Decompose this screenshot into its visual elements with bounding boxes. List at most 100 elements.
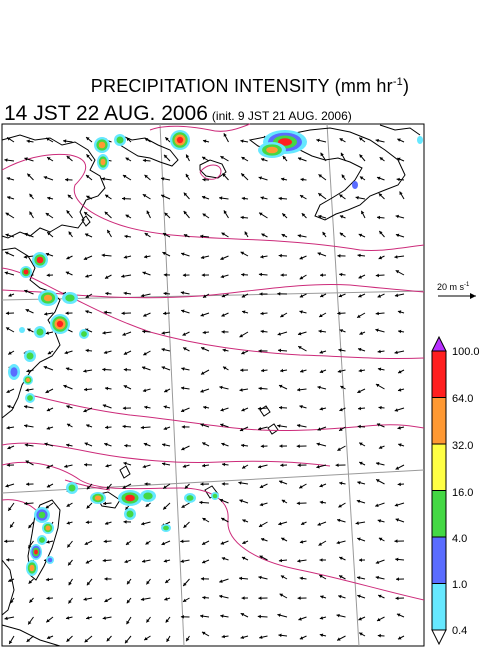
wind-vector-head (375, 560, 380, 564)
wind-vector-head (83, 408, 87, 413)
wind-vector-head (162, 251, 166, 256)
wind-vector-head (280, 368, 284, 373)
wind-vector-head (85, 520, 89, 524)
wind-vector-head (299, 294, 304, 298)
wind-vector-head (202, 213, 207, 217)
wind-vector-head (142, 194, 147, 198)
wind-vector-head (140, 597, 145, 601)
wind-vector-head (102, 404, 107, 408)
precip-cell-20-level-1 (68, 484, 76, 492)
wind-vector-head (301, 213, 306, 217)
precip-cell-18-level-2 (25, 377, 31, 383)
wind-vector-head (296, 501, 300, 506)
precip-cell-30-level-3 (34, 549, 38, 555)
wind-vector-head (258, 575, 262, 580)
wind-vector-head (358, 294, 362, 298)
wind-vector-head (24, 232, 28, 237)
wind-vector-head (7, 137, 11, 141)
wind-vector-head (46, 465, 50, 469)
wind-vector-head (357, 481, 361, 485)
wind-vector-head (203, 294, 207, 298)
wind-vector-head (27, 173, 31, 177)
wind-vector-head (28, 580, 32, 584)
colorbar-segment-1 (431, 536, 447, 584)
wind-vector-head (7, 446, 11, 450)
precip-cell-32-level-1 (39, 537, 45, 543)
wind-vector-head (46, 540, 50, 544)
wind-vector-head (339, 215, 344, 219)
wind-vector-head (396, 177, 400, 182)
wind-vector-head (123, 255, 128, 259)
wind-vector-head (186, 637, 190, 642)
wind-vector-head (394, 539, 398, 543)
wind-vector-head (222, 462, 226, 467)
wind-vector-head (124, 234, 128, 239)
wind-vector-head (241, 196, 245, 201)
wind-vector-head (8, 351, 12, 355)
wind-vector-head (259, 635, 263, 639)
wind-vector-head (278, 196, 282, 201)
wind-vector-head (337, 637, 341, 641)
wind-vector-head (66, 156, 71, 160)
wind-vector-head (122, 175, 127, 179)
wind-vector-head (398, 329, 402, 334)
wind-vector-head (338, 504, 342, 508)
wind-vector-head (86, 154, 90, 158)
wind-vector-head (27, 328, 31, 332)
wind-vector-head (339, 556, 343, 560)
wind-vector-head (240, 139, 244, 143)
wind-vector-head (339, 407, 343, 412)
wind-vector-head (183, 347, 187, 351)
wind-vector-head (144, 405, 148, 410)
wind-vector-head (340, 152, 344, 157)
wind-vector-head (105, 275, 109, 279)
wind-vector-head (26, 369, 30, 373)
wind-vector-head (66, 256, 70, 260)
wind-vector-head (67, 544, 71, 548)
wind-vector-head (45, 577, 50, 582)
wind-vector-head (86, 137, 90, 141)
wind-vector-head (183, 234, 188, 238)
wind-vector-head (163, 485, 167, 489)
wind-vector-head (397, 157, 401, 161)
wind-vector-head (220, 156, 224, 160)
wind-vector-head (261, 233, 265, 237)
wind-vector-head (280, 314, 284, 318)
wind-vector-head (103, 539, 107, 544)
wind-vector-head (299, 256, 303, 260)
wind-vector-head (84, 212, 88, 216)
precip-cell-0-level-3 (278, 138, 292, 146)
wind-vector-head (359, 137, 363, 141)
wind-vector-head (355, 196, 359, 200)
wind-vector-head (320, 273, 324, 277)
precip-cell-14-level-1 (81, 331, 87, 337)
wind-vector-head (24, 157, 28, 161)
wind-vector-head (241, 556, 246, 560)
wind-vector-head (181, 386, 185, 390)
wind-vector-head (45, 331, 49, 335)
wind-vector-head (165, 619, 169, 623)
wind-vector-head (258, 176, 262, 180)
wind-vector-head (277, 332, 281, 336)
wind-vector-head (24, 424, 28, 428)
wind-vector-head (379, 231, 383, 235)
wind-vector-head (26, 482, 30, 486)
wind-vector-head (359, 331, 363, 335)
wind-vector-head (378, 537, 383, 541)
wind-vector-head (103, 310, 107, 315)
wind-vector-head (316, 138, 320, 143)
wind-vector-head (202, 195, 206, 200)
wind-vector-head (277, 292, 281, 296)
wind-vector-head (161, 541, 165, 546)
wind-vector-head (318, 542, 322, 546)
wind-vector-head (261, 158, 265, 162)
precip-cell-22-level-2 (125, 494, 135, 502)
wind-vector-head (180, 291, 185, 295)
wind-vector-head (297, 423, 301, 428)
wind-vector-head (319, 575, 323, 579)
wind-vector-head (185, 154, 190, 158)
init-time: (init. 9 JST 21 AUG. 2006) (211, 109, 352, 123)
wind-vector-head (121, 311, 125, 316)
wind-vector-head (396, 613, 401, 617)
precip-cell-2-level-3 (176, 136, 184, 144)
